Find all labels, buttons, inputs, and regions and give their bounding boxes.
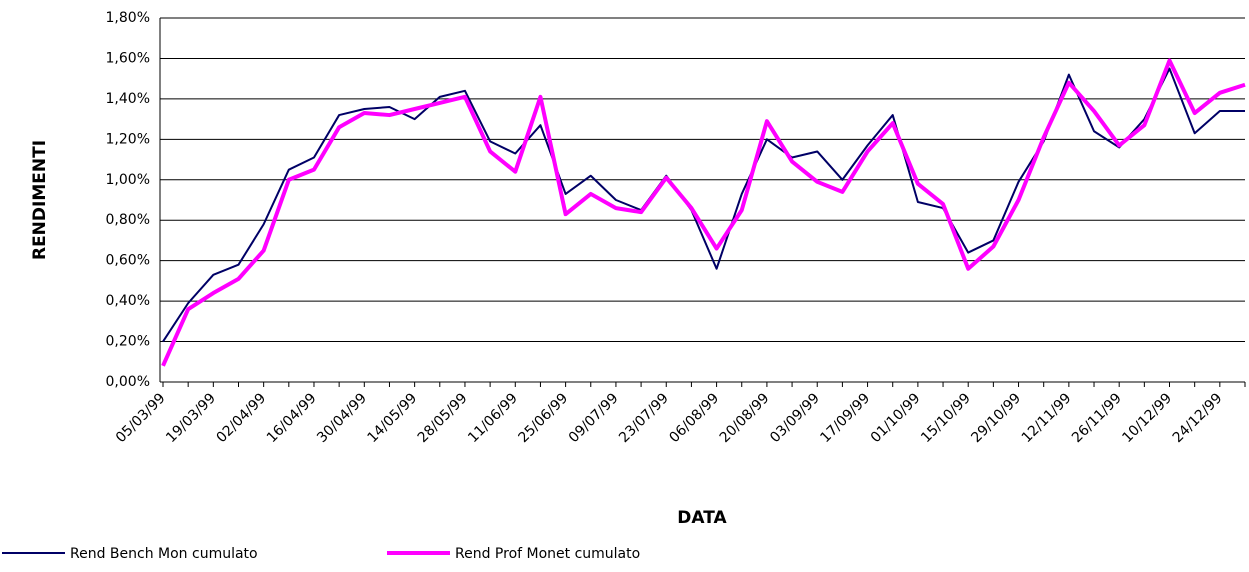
y-tick-label: 1,80% (106, 10, 150, 26)
x-tick-label: 20/08/99 (717, 390, 773, 446)
x-tick-label: 29/10/99 (968, 390, 1024, 446)
x-tick-label: 10/12/99 (1119, 390, 1175, 446)
x-tick-label: 30/04/99 (314, 390, 370, 446)
x-tick-label: 23/07/99 (616, 390, 672, 446)
x-tick-label: 12/11/99 (1019, 390, 1075, 446)
y-tick-label: 0,00% (106, 374, 150, 390)
y-tick-label: 1,20% (106, 131, 150, 147)
x-axis-title: DATA (677, 508, 727, 528)
x-tick-label: 14/05/99 (365, 390, 421, 446)
x-tick-label: 11/06/99 (465, 390, 521, 446)
y-axis-title: RENDIMENTI (30, 140, 50, 260)
x-tick-label: 06/08/99 (666, 390, 722, 446)
x-tick-label: 28/05/99 (415, 390, 471, 446)
x-tick-label: 03/09/99 (767, 390, 823, 446)
x-tick-label: 01/10/99 (868, 390, 924, 446)
x-tick-label: 02/04/99 (214, 390, 270, 446)
x-tick-label: 19/03/99 (163, 390, 219, 446)
x-tick-label: 24/12/99 (1170, 390, 1226, 446)
x-tick-label: 15/10/99 (918, 390, 974, 446)
series-line (162, 67, 1245, 343)
x-tick-label: 16/04/99 (264, 390, 320, 446)
y-tick-label: 0,60% (106, 253, 150, 269)
x-tick-label: 25/06/99 (515, 390, 571, 446)
y-tick-label: 0,20% (106, 334, 150, 350)
x-tick-label: 05/03/99 (113, 390, 169, 446)
series-line (161, 58, 1246, 367)
y-tick-label: 0,40% (106, 293, 150, 309)
x-tick-label: 26/11/99 (1069, 390, 1125, 446)
y-tick-label: 1,00% (106, 172, 150, 188)
legend-label: Rend Bench Mon cumulato (70, 546, 258, 562)
x-tick-label: 17/09/99 (817, 390, 873, 446)
x-tick-label: 09/07/99 (566, 390, 622, 446)
legend-label: Rend Prof Monet cumulato (455, 546, 640, 562)
y-tick-label: 1,40% (106, 91, 150, 107)
y-tick-label: 0,80% (106, 212, 150, 228)
y-tick-label: 1,60% (106, 50, 150, 66)
